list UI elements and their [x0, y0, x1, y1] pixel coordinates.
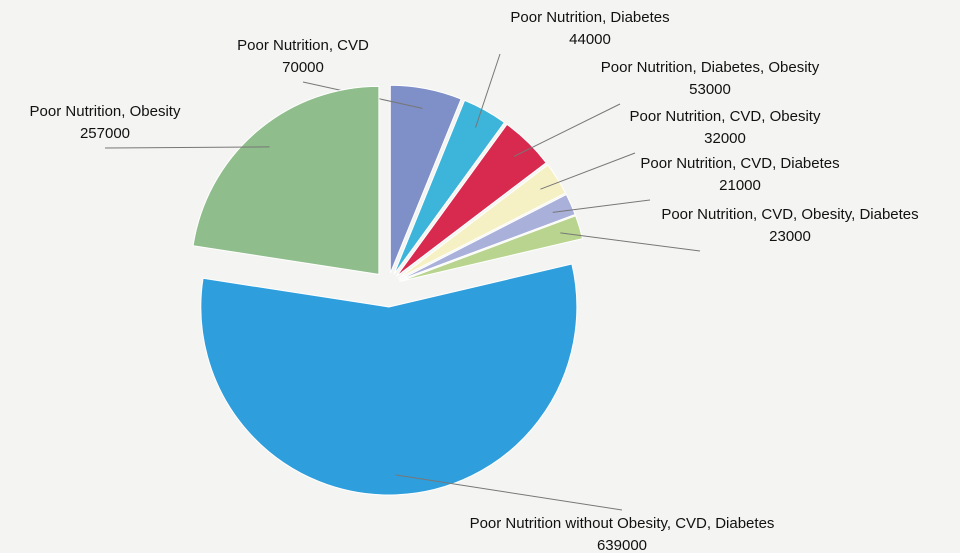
- slice-value: 23000: [769, 228, 811, 245]
- pie-slice: [397, 164, 567, 280]
- pie-slice: [393, 99, 506, 275]
- leader-line: [104, 146, 270, 149]
- pie-slice: [398, 193, 576, 281]
- leader-line: [540, 152, 636, 190]
- slice-label: Poor Nutrition, CVD, Obesity, Diabetes: [661, 206, 918, 223]
- slice-value: 32000: [704, 130, 746, 147]
- slice-value: 639000: [597, 537, 647, 553]
- slice-value: 70000: [282, 59, 324, 76]
- slice-value: 44000: [569, 31, 611, 48]
- slice-label: Poor Nutrition without Obesity, CVD, Dia…: [470, 515, 775, 532]
- slice-label: Poor Nutrition, Diabetes: [510, 9, 669, 26]
- leader-line: [552, 199, 651, 213]
- slice-value: 257000: [80, 125, 130, 142]
- pie-slice: [200, 263, 578, 496]
- slice-label: Poor Nutrition, CVD, Diabetes: [640, 155, 839, 172]
- slice-value: 53000: [689, 81, 731, 98]
- slice-label: Poor Nutrition, Diabetes, Obesity: [601, 59, 820, 76]
- leader-line: [395, 474, 623, 511]
- leader-line: [475, 53, 501, 128]
- pie-slice: [389, 84, 462, 274]
- slice-value: 21000: [719, 177, 761, 194]
- pie-slice: [399, 215, 584, 283]
- leader-line: [513, 103, 621, 157]
- pie-slice: [192, 85, 380, 275]
- slice-label: Poor Nutrition, Obesity: [30, 103, 181, 120]
- slice-label: Poor Nutrition, CVD, Obesity: [630, 108, 821, 125]
- pie-slice: [395, 123, 547, 277]
- slice-label: Poor Nutrition, CVD: [237, 37, 369, 54]
- leader-line: [560, 232, 701, 252]
